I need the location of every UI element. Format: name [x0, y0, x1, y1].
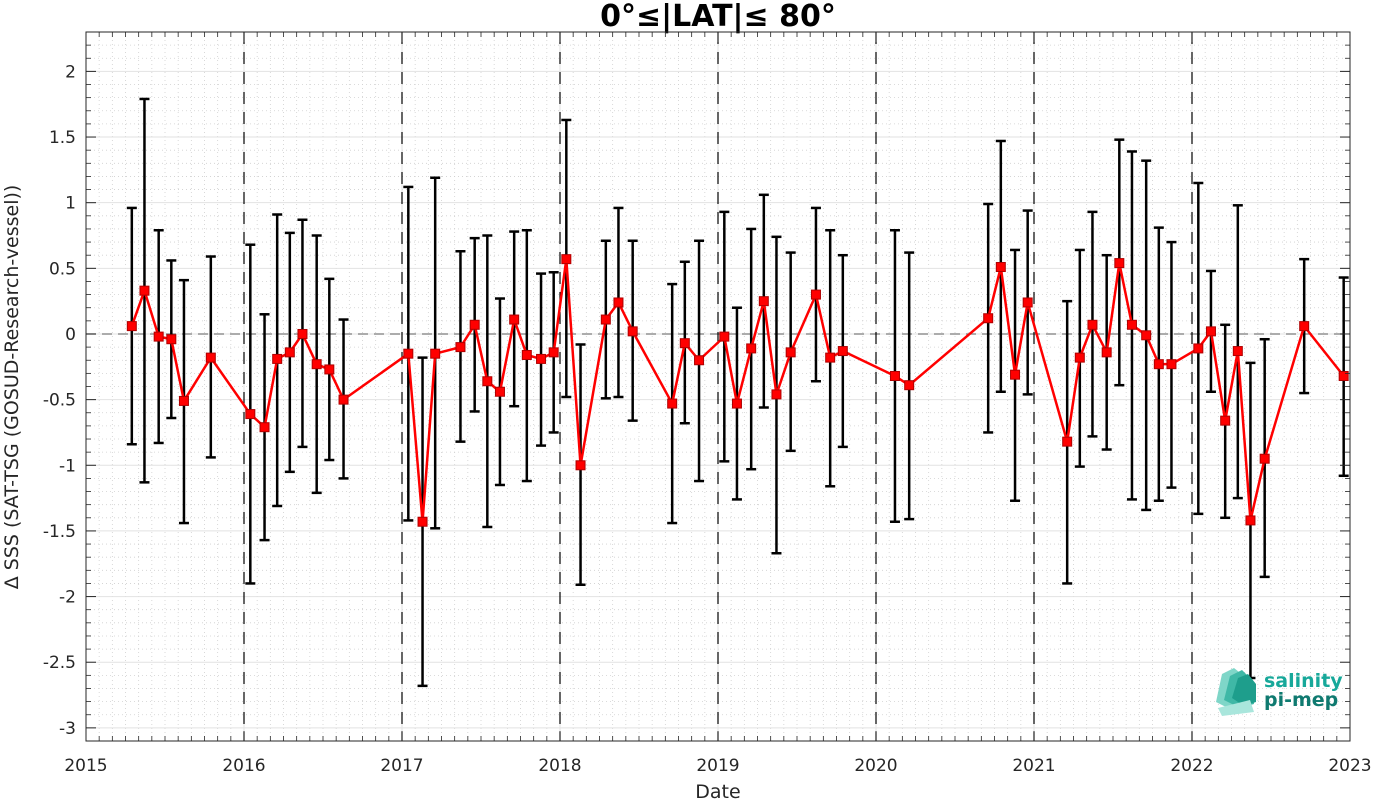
- data-point-marker: [430, 348, 441, 359]
- data-point-marker: [178, 395, 189, 406]
- data-point-marker: [1245, 515, 1256, 526]
- data-point-marker: [1259, 453, 1270, 464]
- data-point-marker: [1010, 369, 1021, 380]
- data-point-marker: [139, 285, 150, 296]
- x-tick-label: 2018: [538, 756, 581, 776]
- data-point-marker: [561, 254, 572, 265]
- data-point-marker: [1232, 346, 1243, 357]
- y-tick-label: -1: [59, 456, 76, 476]
- data-point-marker: [166, 334, 177, 345]
- data-point-marker: [284, 347, 295, 358]
- x-tick-label: 2019: [696, 756, 739, 776]
- data-point-marker: [837, 346, 848, 357]
- data-point-marker: [1153, 359, 1164, 370]
- data-point-marker: [311, 359, 322, 370]
- data-point-marker: [1220, 415, 1231, 426]
- data-point-marker: [494, 386, 505, 397]
- data-point-marker: [694, 355, 705, 366]
- data-point-marker: [536, 353, 547, 364]
- data-point-marker: [995, 262, 1006, 273]
- y-tick-label: -2.5: [43, 653, 76, 673]
- x-tick-label: 2021: [1012, 756, 1055, 776]
- data-point-marker: [455, 342, 466, 353]
- data-point-marker: [627, 326, 638, 337]
- data-point-marker: [1062, 436, 1073, 447]
- data-point-marker: [297, 328, 308, 339]
- data-point-marker: [403, 348, 414, 359]
- data-point-marker: [259, 422, 270, 433]
- y-tick-label: -1.5: [43, 522, 76, 542]
- data-point-marker: [731, 398, 742, 409]
- year-separators: [243, 32, 1193, 741]
- data-markers: [126, 254, 1349, 527]
- data-point-marker: [1299, 321, 1310, 332]
- data-point-marker: [272, 353, 283, 364]
- data-point-marker: [904, 380, 915, 391]
- data-point-marker: [1193, 343, 1204, 354]
- x-tick-label: 2020: [854, 756, 897, 776]
- data-point-marker: [1114, 258, 1125, 269]
- data-point-marker: [324, 364, 335, 375]
- x-tick-label: 2017: [380, 756, 423, 776]
- x-tick-labels: 2015 2016 2017 2018 2019 2020 2021 2022 2023: [64, 756, 1371, 776]
- data-point-marker: [667, 398, 678, 409]
- y-tick-label: -0.5: [43, 391, 76, 411]
- data-point-marker: [126, 321, 137, 332]
- y-tick-label: 0: [65, 325, 76, 345]
- y-tick-label: 1.5: [49, 128, 76, 148]
- data-point-marker: [810, 289, 821, 300]
- data-point-marker: [679, 338, 690, 349]
- salinity-pi-mep-logo: salinity pi-mep: [1216, 668, 1343, 716]
- data-point-marker: [1141, 330, 1152, 341]
- data-point-marker: [482, 376, 493, 387]
- data-point-marker: [1338, 370, 1349, 381]
- data-point-marker: [600, 314, 611, 325]
- x-tick-label: 2022: [1170, 756, 1213, 776]
- data-point-marker: [758, 296, 769, 307]
- y-tick-label: -2: [59, 588, 76, 608]
- data-point-marker: [889, 370, 900, 381]
- data-point-marker: [509, 314, 520, 325]
- data-point-marker: [746, 343, 757, 354]
- y-tick-label: 2: [65, 62, 76, 82]
- data-point-marker: [983, 313, 994, 324]
- data-point-marker: [785, 347, 796, 358]
- data-point-marker: [548, 347, 559, 358]
- y-tick-label: 1: [65, 194, 76, 214]
- data-point-marker: [771, 389, 782, 400]
- x-tick-label: 2015: [64, 756, 107, 776]
- axis-ticks: [85, 31, 1351, 742]
- y-tick-label: -3: [59, 719, 76, 739]
- data-point-marker: [1074, 352, 1085, 363]
- y-tick-labels: 2 1.5 1 0.5 0 -0.5 -1 -1.5 -2 -2.5 -3: [43, 62, 76, 738]
- data-point-marker: [1205, 326, 1216, 337]
- data-point-marker: [245, 409, 256, 420]
- data-point-marker: [575, 460, 586, 471]
- x-axis-title: Date: [695, 781, 740, 801]
- data-point-marker: [1022, 297, 1033, 308]
- data-point-marker: [521, 349, 532, 360]
- y-tick-label: 0.5: [49, 259, 76, 279]
- data-point-marker: [417, 516, 428, 527]
- data-point-marker: [469, 319, 480, 330]
- data-point-marker: [338, 394, 349, 405]
- data-point-marker: [205, 352, 216, 363]
- chart-title: 0°≤|LAT|≤ 80°: [600, 0, 836, 34]
- data-point-marker: [1087, 319, 1098, 330]
- data-point-marker: [613, 297, 624, 308]
- logo-text-pi-mep: pi-mep: [1264, 689, 1338, 711]
- logo-text-salinity: salinity: [1264, 670, 1343, 692]
- x-tick-label: 2016: [222, 756, 265, 776]
- data-point-marker: [1166, 359, 1177, 370]
- data-point-marker: [825, 352, 836, 363]
- y-axis-title: Δ SSS (SAT-TSG (GOSUD-Research-vessel)): [1, 185, 23, 590]
- data-point-marker: [1101, 347, 1112, 358]
- data-point-marker: [153, 331, 164, 342]
- x-tick-label: 2023: [1328, 756, 1371, 776]
- data-point-marker: [1126, 319, 1137, 330]
- data-point-marker: [719, 331, 730, 342]
- wave-emblem-icon: [1216, 668, 1256, 716]
